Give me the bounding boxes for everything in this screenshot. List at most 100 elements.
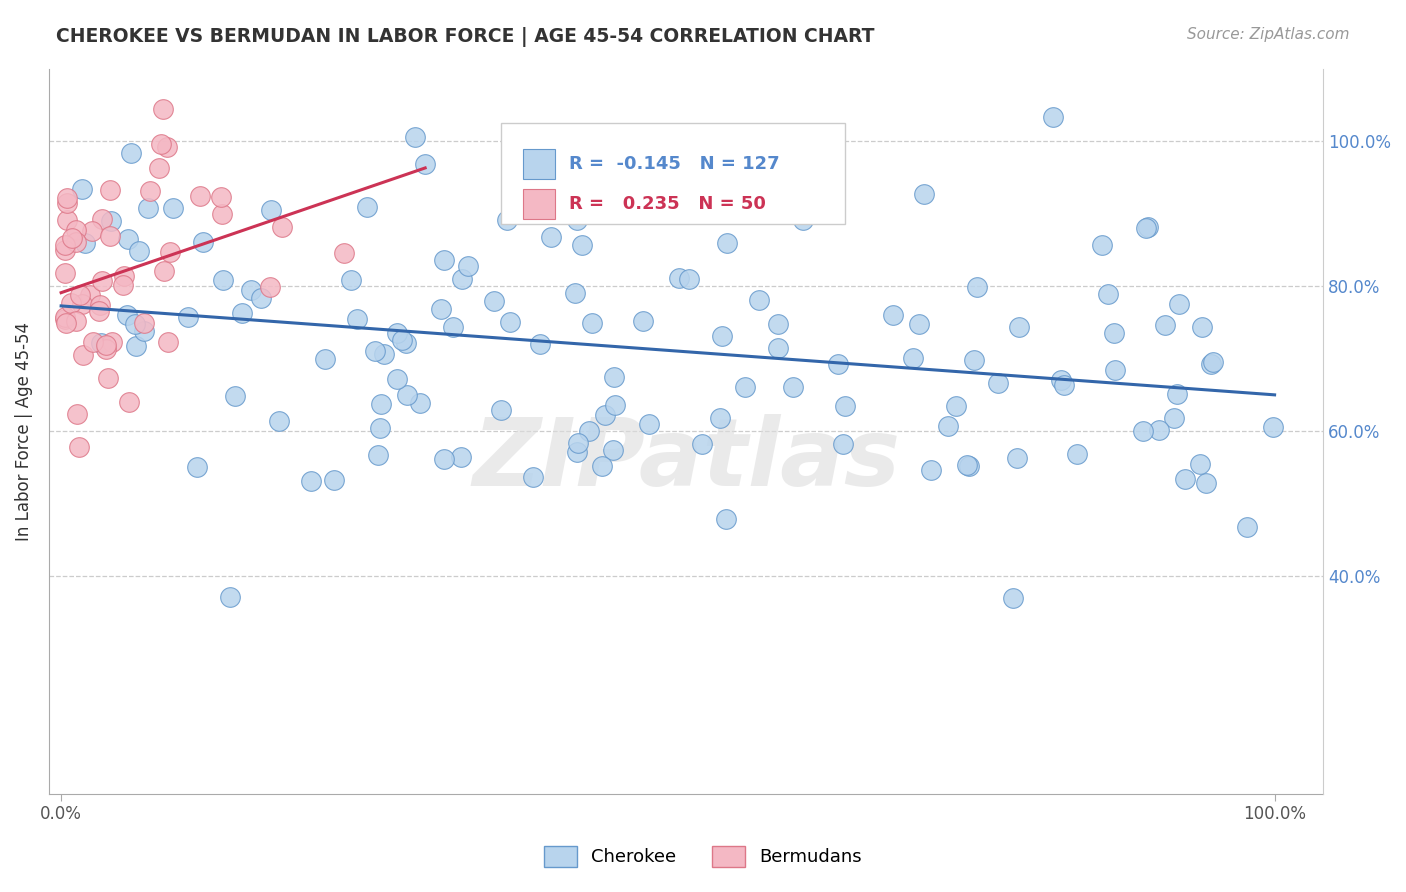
Point: [882, 309, 904, 323]
Point: [1102, 326, 1125, 341]
Point: [100, 335, 122, 350]
Point: [522, 470, 544, 484]
Point: [136, 201, 159, 215]
Text: ZIPatlas: ZIPatlas: [472, 414, 900, 506]
Point: [56, 213, 79, 227]
Point: [128, 244, 150, 258]
Point: [134, 316, 156, 330]
Bar: [523, 188, 555, 219]
Point: [912, 187, 935, 202]
Point: [540, 230, 562, 244]
Point: [90, 336, 112, 351]
Point: [963, 352, 986, 367]
Point: [231, 306, 253, 320]
Point: [112, 268, 135, 283]
Point: [714, 511, 737, 525]
Point: [340, 273, 363, 287]
Point: [96, 342, 118, 356]
Point: [65, 223, 87, 237]
Point: [1163, 411, 1185, 425]
Point: [53, 243, 76, 257]
Point: [211, 190, 233, 204]
Point: [482, 293, 505, 308]
Point: [364, 343, 387, 358]
Point: [91, 274, 114, 288]
Point: [391, 334, 413, 348]
Point: [827, 357, 849, 371]
Point: [903, 351, 925, 365]
Y-axis label: In Labor Force | Age 45-54: In Labor Force | Age 45-54: [15, 322, 32, 541]
Point: [1167, 296, 1189, 310]
Point: [1049, 373, 1071, 387]
Point: [120, 145, 142, 160]
Point: [186, 460, 208, 475]
Point: [96, 337, 118, 351]
Point: [156, 139, 179, 153]
Point: [908, 317, 931, 331]
Point: [212, 273, 235, 287]
Point: [259, 280, 281, 294]
Point: [356, 200, 378, 214]
Point: [395, 336, 418, 351]
Point: [159, 244, 181, 259]
Point: [70, 296, 93, 310]
Point: [603, 398, 626, 412]
Point: [768, 317, 790, 331]
Point: [53, 237, 76, 252]
Point: [920, 463, 942, 477]
Point: [441, 319, 464, 334]
Point: [564, 286, 586, 301]
Point: [55, 316, 77, 330]
Point: [1154, 318, 1177, 332]
Point: [1191, 320, 1213, 334]
Point: [1091, 237, 1114, 252]
Point: [1135, 220, 1157, 235]
Point: [457, 260, 479, 274]
Point: [489, 403, 512, 417]
Point: [792, 213, 814, 227]
Point: [966, 280, 988, 294]
Point: [1042, 110, 1064, 124]
Point: [593, 408, 616, 422]
Text: R =   0.235   N = 50: R = 0.235 N = 50: [569, 194, 766, 213]
Point: [631, 313, 654, 327]
Point: [373, 347, 395, 361]
Point: [152, 102, 174, 116]
Point: [637, 417, 659, 432]
Point: [117, 232, 139, 246]
Point: [956, 458, 979, 472]
Point: [385, 326, 408, 340]
Point: [260, 202, 283, 217]
Point: [89, 303, 111, 318]
Point: [1001, 591, 1024, 605]
Point: [323, 473, 346, 487]
Point: [834, 400, 856, 414]
Point: [1066, 447, 1088, 461]
Point: [710, 328, 733, 343]
Point: [90, 212, 112, 227]
Point: [80, 224, 103, 238]
Point: [387, 372, 409, 386]
Point: [333, 246, 356, 260]
Point: [269, 414, 291, 428]
Point: [125, 339, 148, 353]
Point: [112, 278, 135, 293]
Point: [53, 311, 76, 326]
Point: [578, 424, 600, 438]
Point: [1174, 471, 1197, 485]
Point: [395, 388, 418, 402]
Point: [346, 312, 368, 326]
Point: [1132, 424, 1154, 438]
Point: [156, 335, 179, 350]
Point: [100, 214, 122, 228]
FancyBboxPatch shape: [502, 123, 845, 225]
Point: [177, 310, 200, 325]
Point: [748, 293, 770, 308]
Point: [1189, 457, 1212, 471]
Point: [271, 219, 294, 234]
Point: [218, 590, 240, 604]
Point: [1147, 423, 1170, 437]
Point: [957, 458, 980, 473]
Point: [67, 440, 90, 454]
Point: [544, 201, 567, 215]
